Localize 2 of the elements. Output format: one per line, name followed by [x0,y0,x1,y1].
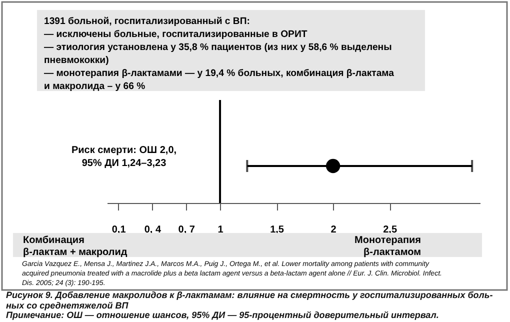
text: Рисунок 9. Добавление макролидов к β-лактамам: влияние на смертность у госпитализированных боль- ных со среднетяжелой ВП [6,290,493,310]
text: Примечание: ОШ — отношение шансов, 95% ДИ — 95-процентный доверительный интервал. [6,310,439,320]
